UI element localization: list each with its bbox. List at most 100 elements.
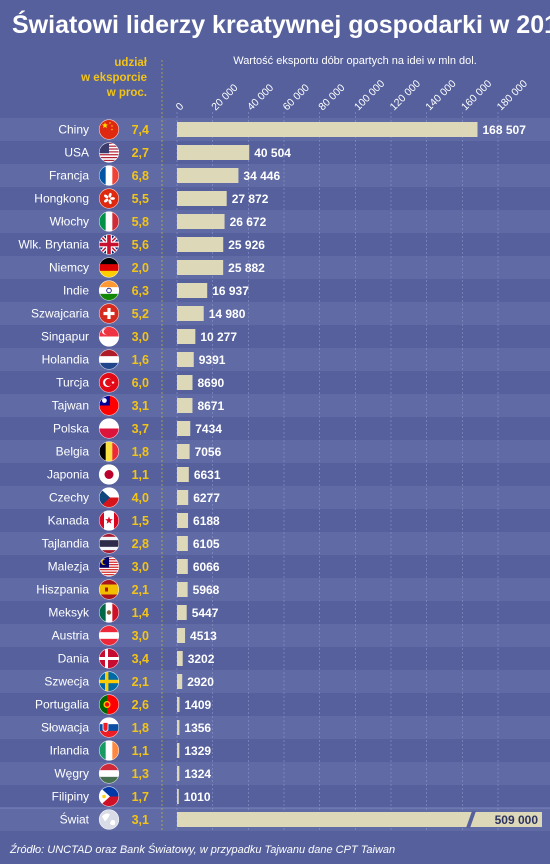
japan-flag-icon (98, 464, 120, 485)
source-note: Źródło: UNCTAD oraz Bank Światowy, w prz… (9, 843, 395, 856)
country-label: Japonia (47, 468, 89, 482)
country-label: Francja (49, 169, 89, 183)
value-label: 5968 (193, 583, 220, 597)
portugal-flag-icon (98, 694, 120, 715)
bar (177, 168, 239, 183)
value-label: 8690 (197, 376, 224, 390)
country-label: Niemcy (49, 261, 89, 275)
share-value: 7,4 (132, 123, 149, 137)
country-label: Irlandia (50, 744, 90, 758)
bar (177, 283, 208, 298)
share-value: 6,0 (132, 376, 149, 390)
bar (177, 421, 191, 436)
share-value: 5,8 (132, 215, 149, 229)
country-label: Tajlandia (42, 537, 90, 551)
switzerland-flag-icon (98, 303, 120, 324)
country-label: Indie (63, 284, 89, 298)
row-stripe (0, 486, 550, 509)
country-label: Malezja (48, 560, 90, 574)
value-label: 25 882 (228, 261, 265, 275)
country-label: Szwajcaria (31, 307, 89, 321)
x-tick-label: 180 000 (495, 78, 530, 113)
share-value: 6,3 (132, 284, 149, 298)
bar (177, 789, 179, 804)
bars (177, 122, 542, 828)
flags (98, 119, 120, 830)
country-label: Chiny (58, 123, 89, 137)
bar (177, 743, 180, 758)
row-stripe (0, 670, 550, 693)
value-label: 5447 (192, 606, 219, 620)
country-label: Austria (52, 629, 90, 643)
share-value: 1,1 (132, 744, 149, 758)
value-label: 1010 (184, 790, 211, 804)
country-label: Czechy (49, 491, 89, 505)
share-value: 3,0 (132, 560, 149, 574)
share-column-label: w proc. (106, 87, 147, 99)
value-label: 1329 (184, 744, 211, 758)
country-label: Hiszpania (36, 583, 89, 597)
country-label: Polska (53, 422, 89, 436)
bar (177, 352, 194, 367)
bar (177, 697, 180, 712)
value-label: 16 937 (212, 284, 249, 298)
bar (177, 329, 196, 344)
country-label: Hongkong (34, 192, 89, 206)
share-value: 1,6 (132, 353, 149, 367)
row-stripe (0, 624, 550, 647)
country-label: Turcja (56, 376, 89, 390)
bar (177, 559, 188, 574)
turkey-flag-icon (98, 372, 120, 393)
share-value: 5,5 (132, 192, 149, 206)
share-column-header: udział w eksporcie w proc. (80, 57, 148, 99)
country-label: Kanada (48, 514, 90, 528)
value-label: 14 980 (209, 307, 246, 321)
value-label: 1324 (184, 767, 211, 781)
bar (177, 582, 188, 597)
row-stripe (0, 716, 550, 739)
bar-total (177, 812, 542, 827)
share-value: 1,8 (132, 721, 149, 735)
share-value: 2,1 (132, 583, 149, 597)
value-label: 168 507 (483, 123, 527, 137)
value-label: 8671 (197, 399, 224, 413)
row-stripe (0, 440, 550, 463)
country-label: Włochy (50, 215, 89, 229)
bar (177, 145, 250, 160)
row-stripe (0, 256, 550, 279)
country-label: Singapur (41, 330, 89, 344)
value-label: 6631 (194, 468, 221, 482)
value-label: 6188 (193, 514, 220, 528)
x-tick-label: 0 (174, 100, 187, 113)
hongkong-flag-icon (98, 188, 120, 209)
value-label: 1356 (184, 721, 211, 735)
hungary-flag-icon (98, 763, 120, 784)
x-tick-label: 40 000 (245, 82, 276, 113)
row-stripe (0, 164, 550, 187)
share-values: 7,4 2,7 6,8 5,5 5,8 5,6 2,0 6,3 5,2 3,0 1,6 6,0 3,1 3… (132, 123, 149, 827)
share-value: 1,1 (132, 468, 149, 482)
x-tick-label: 100 000 (352, 78, 387, 113)
belgium-flag-icon (98, 441, 120, 462)
bar (177, 260, 224, 275)
bar (177, 122, 478, 137)
country-label: Świat (60, 812, 90, 827)
ireland-flag-icon (98, 740, 120, 761)
gridlines (161, 60, 499, 831)
mexico-flag-icon (98, 602, 120, 623)
row-stripe (0, 348, 550, 371)
bar (177, 536, 188, 551)
germany-flag-icon (98, 257, 120, 278)
share-value: 3,0 (132, 330, 149, 344)
bar (177, 306, 204, 321)
value-label: 6066 (193, 560, 220, 574)
bar (177, 674, 183, 689)
share-column-label: udział (114, 57, 147, 69)
bar (177, 398, 193, 413)
x-tick-label: 120 000 (388, 78, 423, 113)
share-value: 1,5 (132, 514, 149, 528)
bar (177, 467, 189, 482)
country-label: Meksyk (48, 606, 90, 620)
bar (177, 651, 183, 666)
